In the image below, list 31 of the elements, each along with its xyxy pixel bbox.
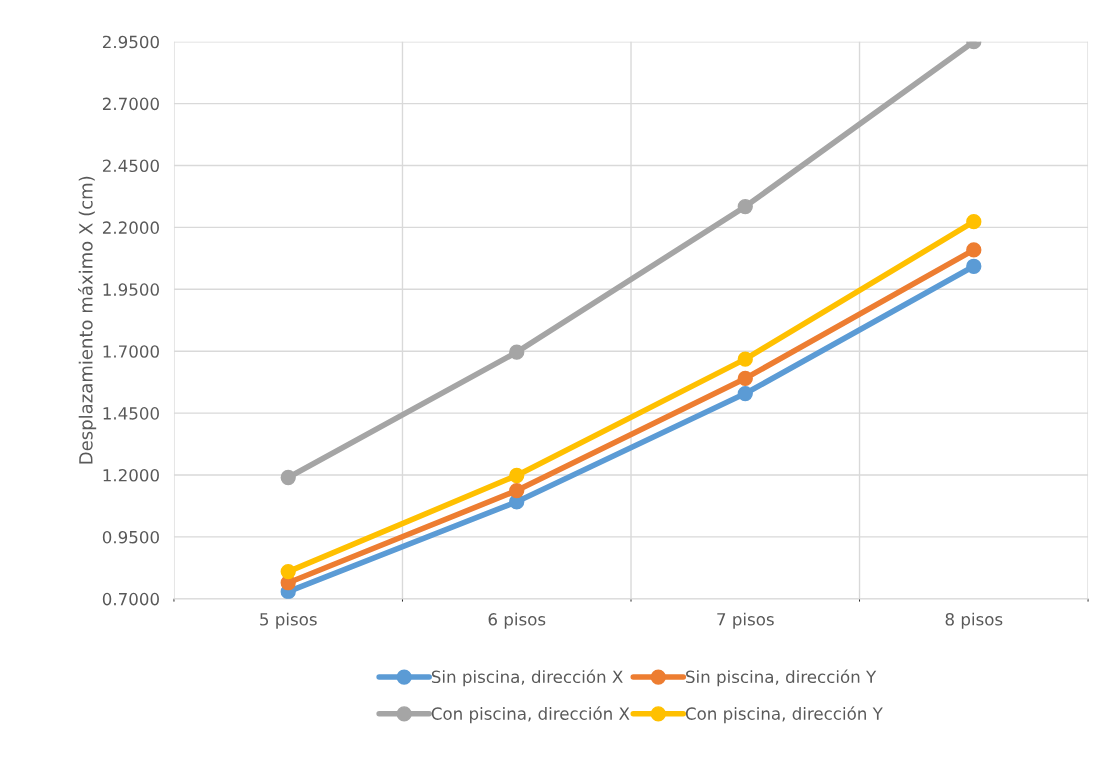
y-tick-label: 1.7000 xyxy=(103,345,159,358)
point xyxy=(737,198,753,215)
y-tick-label: 0.7000 xyxy=(102,592,159,606)
x-tick-label: 8 pisos xyxy=(945,612,1003,629)
y-tick-label: 2.4500 xyxy=(102,159,159,173)
y-axis-title: Desplazamiento máximo X (cm) xyxy=(78,176,97,464)
x-tick-label: 5 pisos xyxy=(260,612,317,629)
y-tick-label: 1.9500 xyxy=(103,283,159,296)
x-tick-label: 7 pisos xyxy=(717,612,774,629)
legend-label: Sin piscina, dirección X xyxy=(431,669,623,687)
point xyxy=(737,370,753,387)
point xyxy=(509,467,525,484)
y-tick-label: 1.2000 xyxy=(103,468,159,482)
point xyxy=(966,258,982,274)
legend-label: Sin piscina, dirección Y xyxy=(686,669,877,687)
y-tick-label: 2.9500 xyxy=(102,35,159,49)
y-tick-label: 0.9500 xyxy=(102,530,159,544)
point xyxy=(737,385,753,402)
point xyxy=(966,242,982,258)
point xyxy=(280,469,296,486)
point xyxy=(737,351,753,367)
legend-label: Con piscina, dirección Y xyxy=(685,706,883,724)
y-tick-label: 2.7000 xyxy=(102,97,159,111)
y-tick-label: 2.2000 xyxy=(102,221,159,234)
x-tick-label: 6 pisos xyxy=(488,612,546,629)
point xyxy=(509,482,525,499)
point xyxy=(966,214,982,230)
point xyxy=(280,563,296,580)
point xyxy=(509,344,525,360)
legend-label: Con piscina, dirección X xyxy=(431,706,630,724)
y-tick-label: 1.4500 xyxy=(103,407,159,420)
